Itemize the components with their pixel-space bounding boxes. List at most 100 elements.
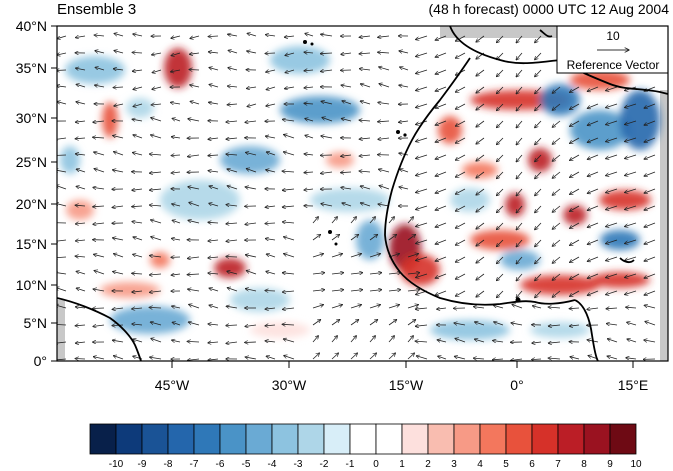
colorbar-swatch [297, 423, 325, 455]
wind-vector [606, 239, 618, 244]
wind-vector [455, 205, 466, 211]
wind-vector [75, 359, 86, 360]
wind-vector [113, 87, 124, 88]
lon-tick-label: 45°W [155, 377, 190, 393]
colorbar-label: -3 [294, 459, 303, 470]
wind-vector [208, 36, 219, 37]
lat-tick-label: 10°N [16, 277, 47, 293]
wind-vector [570, 205, 580, 211]
wind-vector [415, 308, 428, 309]
wind-vector [76, 288, 86, 292]
wind-vector [331, 234, 340, 241]
wind-vector [93, 187, 105, 189]
wind-vector [312, 353, 320, 360]
wind-vector [407, 305, 419, 309]
wind-vector [247, 33, 257, 37]
wind-vector [149, 154, 162, 155]
island-cape-verde-1 [328, 230, 332, 234]
wind-vector [245, 255, 257, 257]
wind-vector [369, 273, 382, 274]
wind-vector [407, 217, 414, 224]
wind-vector [496, 256, 504, 264]
wind-vector [149, 307, 162, 308]
wind-vector [493, 305, 504, 309]
wind-vector [587, 308, 599, 310]
wind-vector [188, 289, 200, 291]
anomaly-blob [66, 200, 94, 220]
wind-vector [266, 254, 276, 258]
wind-vector [476, 239, 485, 246]
wind-vector [114, 104, 124, 106]
wind-vector [284, 135, 295, 139]
wind-vector [644, 171, 656, 176]
wind-vector [494, 322, 504, 326]
wind-vector [496, 171, 504, 179]
coast-europe [449, 26, 561, 65]
wind-vector [606, 256, 618, 261]
wind-vector [416, 256, 428, 261]
wind-vector [149, 291, 162, 292]
wind-vector [587, 256, 599, 261]
wind-vector [496, 86, 504, 94]
wind-vector [496, 239, 504, 247]
wind-vector [388, 234, 397, 241]
wind-vector [322, 117, 333, 122]
wind-vector [435, 256, 447, 261]
wind-vector [535, 205, 542, 213]
wind-vector [57, 35, 67, 39]
wind-vector [400, 169, 409, 173]
wind-vector [266, 70, 276, 72]
wind-vector [511, 359, 523, 361]
wind-vector [208, 324, 219, 325]
wind-vector [645, 321, 656, 326]
wind-vector [149, 189, 162, 190]
lat-tick-label: 25°N [16, 154, 47, 170]
wind-vector [516, 188, 523, 196]
anomaly-blob [280, 96, 360, 124]
wind-vector [95, 67, 105, 71]
wind-vector [341, 155, 352, 156]
anomaly-blob [600, 230, 640, 250]
wind-vector [312, 234, 321, 241]
wind-vector [516, 137, 523, 145]
wind-vector [435, 290, 447, 295]
wind-vector [151, 104, 162, 105]
wind-vector [171, 172, 181, 173]
wind-vector [208, 222, 219, 223]
wind-vector [304, 87, 314, 88]
wind-vector [283, 237, 295, 241]
colorbar-label: -4 [268, 459, 277, 470]
wind-vector [587, 137, 599, 142]
wind-vector [496, 69, 504, 77]
wind-vector [321, 34, 333, 36]
wind-vector [312, 217, 319, 224]
wind-vector [150, 135, 162, 139]
wind-vector [113, 152, 124, 156]
anomaly-blob [214, 258, 246, 278]
wind-vector [435, 86, 447, 91]
wind-vector [625, 239, 637, 244]
wind-vector [625, 273, 637, 278]
wind-vector [57, 272, 67, 274]
wind-vector [552, 120, 561, 127]
colorbar-swatch [193, 423, 221, 455]
wind-vector [552, 86, 561, 93]
wind-vector [283, 339, 295, 343]
wind-vector [284, 254, 295, 258]
anomaly-blob [60, 146, 80, 174]
wind-vector [188, 119, 200, 122]
wind-vector [57, 86, 67, 87]
wind-vector [228, 34, 238, 36]
wind-vector [535, 171, 542, 179]
wind-vector [587, 86, 599, 91]
wind-vector [625, 103, 637, 108]
colorbar-swatch [245, 423, 273, 455]
wind-vector [265, 136, 276, 138]
wind-vector [625, 290, 637, 295]
colorbar-swatch [427, 423, 455, 455]
wind-vector [305, 33, 314, 36]
wind-vector [150, 220, 162, 224]
wind-vector [369, 353, 377, 360]
wind-vector [312, 273, 325, 274]
